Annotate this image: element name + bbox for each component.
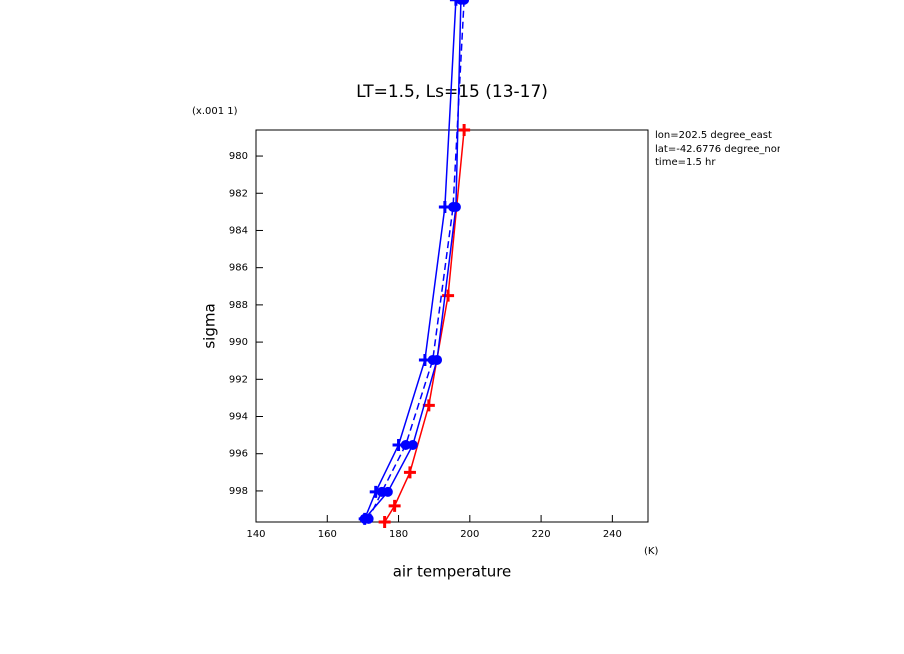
marker (459, 0, 470, 5)
marker (449, 0, 462, 6)
y-tick-label: 998 (229, 486, 248, 497)
y-unit: (x.001 1) (192, 106, 238, 117)
y-tick-label: 994 (229, 412, 248, 423)
marker (427, 354, 438, 365)
series-line (384, 129, 465, 523)
annotation: lon=202.5 degree_east (655, 130, 772, 141)
series-line (363, 0, 457, 520)
x-tick-label: 140 (246, 529, 265, 540)
marker (442, 289, 455, 302)
x-tick-label: 240 (603, 529, 622, 540)
marker (378, 516, 391, 528)
series-line (364, 0, 462, 520)
marker (400, 439, 411, 450)
y-tick-label: 980 (229, 151, 248, 162)
marker (388, 499, 401, 512)
x-tick-label: 160 (318, 529, 337, 540)
y-tick-label: 982 (229, 188, 248, 199)
plot-frame (255, 129, 649, 523)
series-line (367, 0, 465, 520)
x-axis-label: air temperature (393, 563, 512, 581)
y-tick-label: 986 (229, 263, 248, 274)
x-tick-label: 200 (460, 529, 479, 540)
marker (407, 439, 418, 450)
chart-title: LT=1.5, Ls=15 (13-17) (356, 82, 548, 102)
y-tick-label: 992 (229, 374, 248, 385)
marker (448, 202, 459, 213)
y-tick-label: 988 (229, 300, 248, 311)
y-tick-label: 984 (229, 225, 248, 236)
marker (458, 124, 471, 136)
marker (403, 466, 416, 479)
x-tick-label: 220 (532, 529, 551, 540)
x-tick-label: 180 (389, 529, 408, 540)
annotation: lat=-42.6776 degree_north (655, 144, 791, 155)
y-axis-label: sigma (201, 303, 219, 348)
annotation: time=1.5 hr (655, 157, 716, 168)
y-tick-label: 996 (229, 449, 248, 460)
marker (376, 486, 387, 497)
x-unit: (K) (644, 546, 658, 557)
annotations: lon=202.5 degree_east lat=-42.6776 degre… (655, 130, 791, 168)
y-tick-label: 990 (229, 337, 248, 348)
marker (363, 513, 374, 524)
